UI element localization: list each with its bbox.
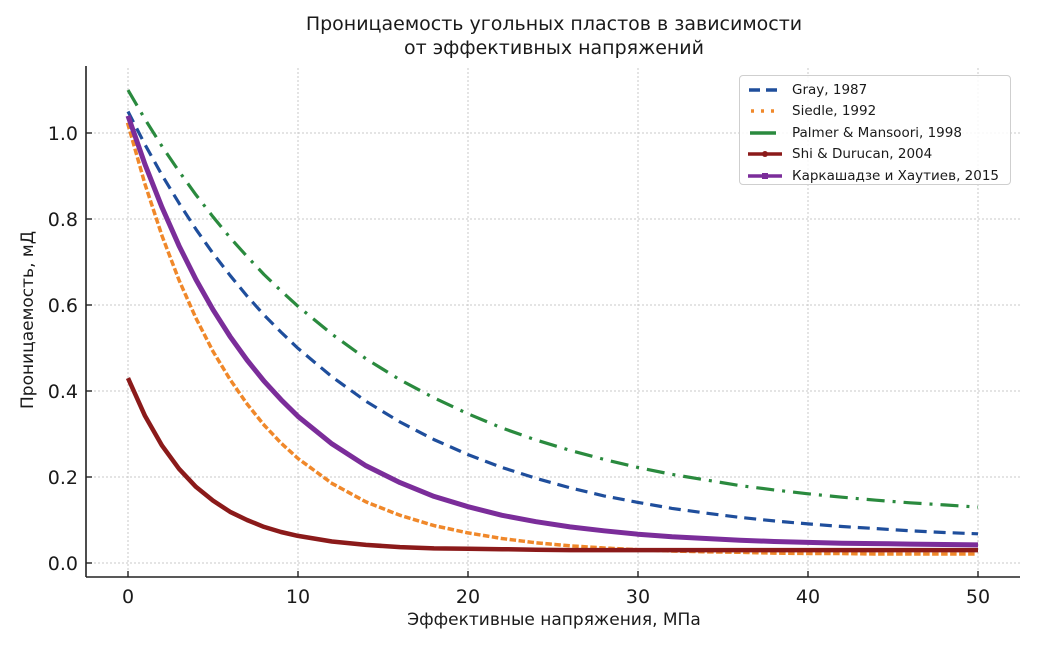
x-tick-label: 20 [456, 586, 480, 608]
solid-marker-line-icon [748, 151, 782, 158]
legend-label: Gray, 1987 [792, 81, 868, 98]
x-tick-label: 10 [286, 586, 310, 608]
legend-label: Siedle, 1992 [792, 103, 877, 120]
solid-marker-line-icon [748, 172, 782, 179]
y-tick-label: 0.6 [48, 295, 78, 317]
x-tick-label: 0 [122, 586, 134, 608]
legend-item-siedle: Siedle, 1992 [748, 101, 1010, 123]
series-line-2 [126, 89, 979, 509]
legend-item-shi: Shi & Durucan, 2004 [748, 144, 1010, 166]
series-line-3 [125, 377, 978, 553]
x-tick-label: 50 [966, 586, 990, 608]
legend-item-karkashadze: Каркашадзе и Хаутиев, 2015 [748, 165, 1010, 187]
x-tick-label: 40 [796, 586, 820, 608]
chart-title-line2: от эффективных напряжений [403, 37, 705, 59]
dashdot-line-icon [750, 131, 776, 135]
axes: 0 10 20 30 40 50 0.0 0.2 0.4 0.6 0.8 1.0 [48, 66, 1020, 608]
series-lines [125, 89, 980, 556]
y-tick-label: 0.8 [48, 209, 78, 231]
x-axis-label: Эффективные напряжения, МПа [407, 610, 701, 630]
chart-title: Проницаемость угольных пластов в зависим… [0, 12, 1040, 60]
x-tick-label: 30 [626, 586, 650, 608]
legend: Gray, 1987 Siedle, 1992 Palmer & Mansoor… [739, 75, 1011, 185]
y-tick-label: 1.0 [48, 123, 78, 145]
y-axis-label: Проницаемость, мД [18, 231, 38, 409]
dotted-line-icon [751, 109, 781, 113]
chart-title-line1: Проницаемость угольных пластов в зависим… [305, 13, 803, 35]
legend-item-palmer: Palmer & Mansoori, 1998 [748, 122, 1010, 144]
legend-item-gray: Gray, 1987 [748, 79, 1010, 101]
legend-label: Каркашадзе и Хаутиев, 2015 [792, 167, 1000, 184]
legend-label: Palmer & Mansoori, 1998 [792, 124, 962, 141]
series-line-4 [125, 114, 979, 548]
y-tick-label: 0.0 [48, 553, 78, 575]
y-tick-label: 0.2 [48, 467, 78, 489]
legend-label: Shi & Durucan, 2004 [792, 146, 933, 163]
dashed-line-icon [749, 88, 781, 92]
series-line-1 [125, 122, 980, 556]
series-line-0 [126, 110, 979, 536]
y-tick-label: 0.4 [48, 381, 78, 403]
